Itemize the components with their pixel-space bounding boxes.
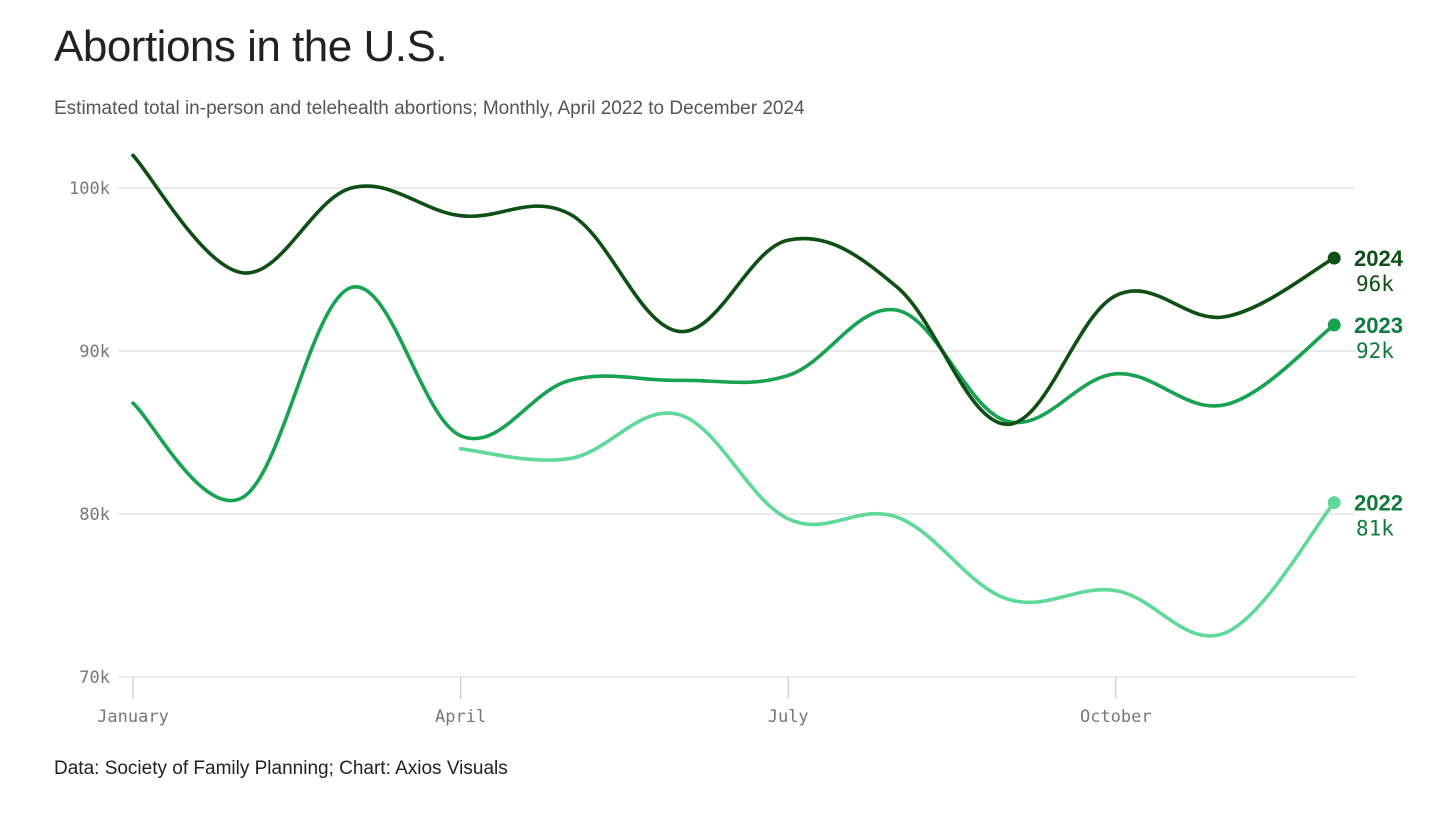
series-value-label: 81k bbox=[1356, 517, 1394, 541]
y-tick-label: 100k bbox=[69, 179, 110, 199]
series-endpoint-2024 bbox=[1327, 251, 1341, 265]
series-endpoint-2023 bbox=[1327, 318, 1341, 332]
x-tick-label: January bbox=[97, 707, 169, 727]
series-name-label: 2024 bbox=[1354, 246, 1404, 271]
x-axis: January April July October bbox=[97, 677, 1152, 727]
x-tick-label: April bbox=[435, 707, 486, 727]
x-tick-label: October bbox=[1080, 707, 1152, 727]
series-lines bbox=[131, 153, 1341, 638]
series-name-label: 2022 bbox=[1354, 491, 1403, 516]
y-tick-label: 90k bbox=[79, 342, 110, 362]
series-line-2022 bbox=[458, 411, 1336, 638]
y-tick-label: 70k bbox=[79, 668, 110, 688]
series-value-label: 96k bbox=[1356, 272, 1394, 296]
grid-lines: 70k 80k 90k 100k bbox=[69, 179, 1355, 688]
chart-source: Data: Society of Family Planning; Chart:… bbox=[54, 758, 508, 779]
series-line-2024 bbox=[131, 153, 1336, 427]
series-endpoint-2022 bbox=[1327, 496, 1341, 510]
chart-subtitle: Estimated total in-person and telehealth… bbox=[54, 98, 805, 119]
series-name-label: 2023 bbox=[1354, 313, 1403, 338]
y-tick-label: 80k bbox=[79, 505, 110, 525]
series-value-label: 92k bbox=[1356, 339, 1394, 363]
chart-title: Abortions in the U.S. bbox=[54, 22, 448, 71]
x-tick-label: July bbox=[768, 707, 809, 727]
series-line-2023 bbox=[131, 285, 1336, 503]
